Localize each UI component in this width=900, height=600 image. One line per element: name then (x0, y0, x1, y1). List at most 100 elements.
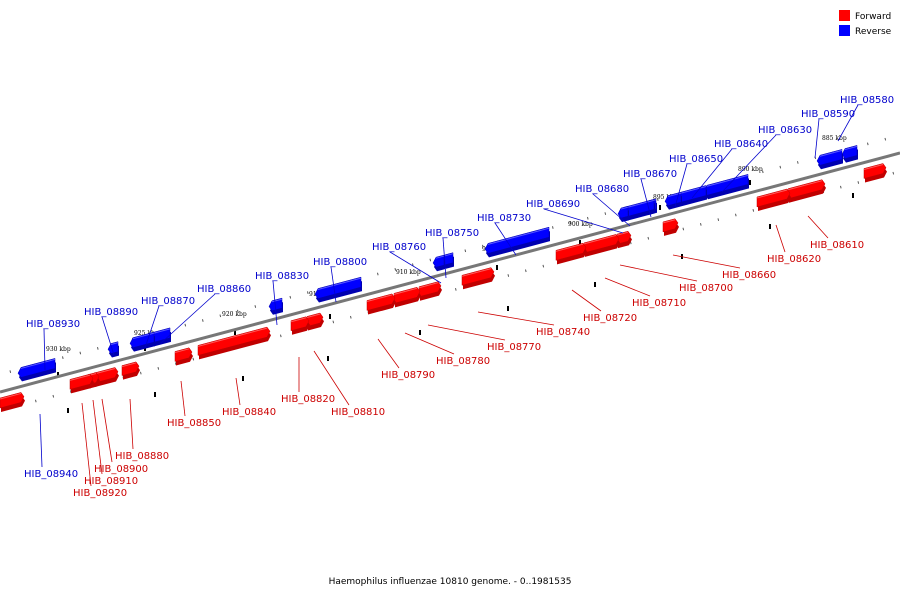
gene-hib-08890-label: HIB_08890 (84, 307, 138, 318)
gene-hib-08720-body (555, 242, 587, 261)
gene-hib-08690 (617, 205, 629, 223)
gene-hib-08670-leader (640, 178, 652, 218)
gene-labels: HIB_08580 HIB_08590 HIB_08610 HIB_08620 HIB_… (24, 95, 894, 499)
kbp-label: 910 kbp (396, 269, 421, 276)
legend-swatch-forward (839, 10, 850, 21)
gene-hib-08930-label: HIB_08930 (26, 319, 80, 330)
gene-hib-08800-label: HIB_08800 (313, 257, 367, 268)
gene-hib-08850-body (174, 347, 193, 362)
gene-hib-08880 (121, 361, 140, 380)
gene-hib-08580-highlight (844, 145, 858, 151)
kbp-label: 925 kbp (134, 330, 159, 337)
gene-hib-08770 (418, 281, 442, 301)
tick-mark (884, 137, 887, 141)
gene-hib-08630-leader (721, 134, 777, 193)
gene-hib-08850-leader (180, 380, 186, 417)
gene-hib-08710 (583, 234, 620, 257)
gene-hib-08790-leader (377, 338, 400, 369)
gene-hib-08940-label: HIB_08940 (24, 469, 78, 480)
gene-hib-08860-label: HIB_08860 (197, 284, 251, 295)
gene-hib-08590-highlight (819, 149, 843, 157)
genes (0, 145, 887, 412)
tick-mark (857, 181, 860, 184)
gene-hib-08820-body (290, 316, 310, 332)
gene-hib-08920-label: HIB_08920 (73, 488, 127, 499)
gene-hib-08760-label: HIB_08760 (372, 242, 426, 253)
tick-mark (202, 319, 204, 322)
gene-hib-08900-leader (101, 398, 113, 463)
gene-hib-08930-highlight (20, 358, 56, 369)
gene-hib-08740-body (461, 267, 495, 286)
gene-hib-08680-leader (592, 193, 631, 227)
gene-hib-08810-leader (313, 350, 350, 406)
gene-hib-08800-leader (330, 266, 337, 303)
tick-mark (840, 185, 842, 189)
gene-hib-08830-label: HIB_08830 (255, 271, 309, 282)
gene-hib-08820 (290, 316, 310, 335)
tick-mark (735, 213, 737, 217)
gene-hib-08920 (69, 373, 94, 394)
gene-hib-08900-highlight (93, 367, 116, 375)
gene-hib-08900 (93, 367, 119, 388)
gene-hib-08790-label: HIB_08790 (381, 370, 435, 381)
gene-hib-08580 (841, 145, 858, 163)
gene-hib-08650 (664, 191, 682, 210)
gene-hib-08700 (616, 230, 632, 249)
gene-hib-08700-highlight (616, 231, 629, 236)
gene-fragment-1-highlight (0, 392, 22, 400)
gene-hib-08650-leader (674, 163, 688, 208)
gene-hib-08620-highlight (756, 189, 788, 199)
gene-hib-08740 (461, 267, 495, 290)
gene-hib-08850-label: HIB_08850 (167, 418, 221, 429)
gene-hib-08880-body (121, 361, 140, 376)
gene-hib-08660-label: HIB_08660 (722, 270, 776, 281)
gene-hib-08610-highlight (787, 180, 823, 191)
kbp-label: 920 kbp (222, 311, 247, 318)
gene-hib-08730-label: HIB_08730 (477, 213, 531, 224)
tick-mark (254, 305, 257, 308)
gene-hib-08620-body (756, 188, 791, 208)
legend-label-forward: Forward (855, 12, 891, 22)
tick-mark (394, 267, 397, 271)
gene-hib-08580-leader (837, 104, 859, 142)
tick-mark (700, 222, 702, 226)
gene-hib-08580-label: HIB_08580 (840, 95, 894, 106)
gene-hib-08860-highlight (152, 328, 171, 334)
tick-mark (307, 291, 309, 294)
gene-hib-08780-label: HIB_08780 (436, 356, 490, 367)
tick-mark (219, 314, 222, 318)
gene-hib-08750-highlight (444, 253, 454, 257)
gene-hib-08740-label: HIB_08740 (536, 327, 590, 338)
gene-hib-08930-leader (43, 328, 46, 371)
gene-hib-08700-label: HIB_08700 (679, 283, 733, 294)
gene-hib-08590-label: HIB_08590 (801, 109, 855, 120)
gene-hib-08630-label: HIB_08630 (758, 125, 812, 136)
gene-hib-08730-body (484, 226, 550, 254)
gene-hib-08720 (555, 242, 587, 265)
gene-hib-08680-label: HIB_08680 (575, 184, 629, 195)
gene-hib-08840-label: HIB_08840 (222, 407, 276, 418)
gene-fragment-1-body (0, 392, 25, 409)
gene-hib-08610-leader (807, 215, 829, 239)
gene-hib-08810-highlight (306, 313, 321, 318)
gene-hib-08780-highlight (393, 287, 418, 295)
legend-label-reverse: Reverse (855, 27, 892, 37)
gene-hib-08740-highlight (461, 268, 492, 277)
tick-mark (647, 236, 650, 240)
legend-swatch-reverse (839, 25, 850, 36)
gene-hib-08730-leader (494, 222, 517, 256)
gene-hib-08760-body (432, 254, 445, 268)
gene-hib-08910-label: HIB_08910 (84, 476, 138, 487)
gene-hib-08840-highlight (197, 327, 268, 347)
tick-mark (797, 161, 799, 164)
tick-mark (140, 371, 142, 375)
tick-mark (892, 171, 895, 175)
gene-hib-08720-highlight (555, 243, 584, 252)
gene-hib-08710-highlight (583, 234, 617, 245)
gene-hib-08780-leader (404, 332, 455, 355)
gene-hib-08920-leader (81, 402, 92, 487)
gene-hib-08850 (174, 347, 193, 366)
gene-hib-08880-label: HIB_08880 (115, 451, 169, 462)
